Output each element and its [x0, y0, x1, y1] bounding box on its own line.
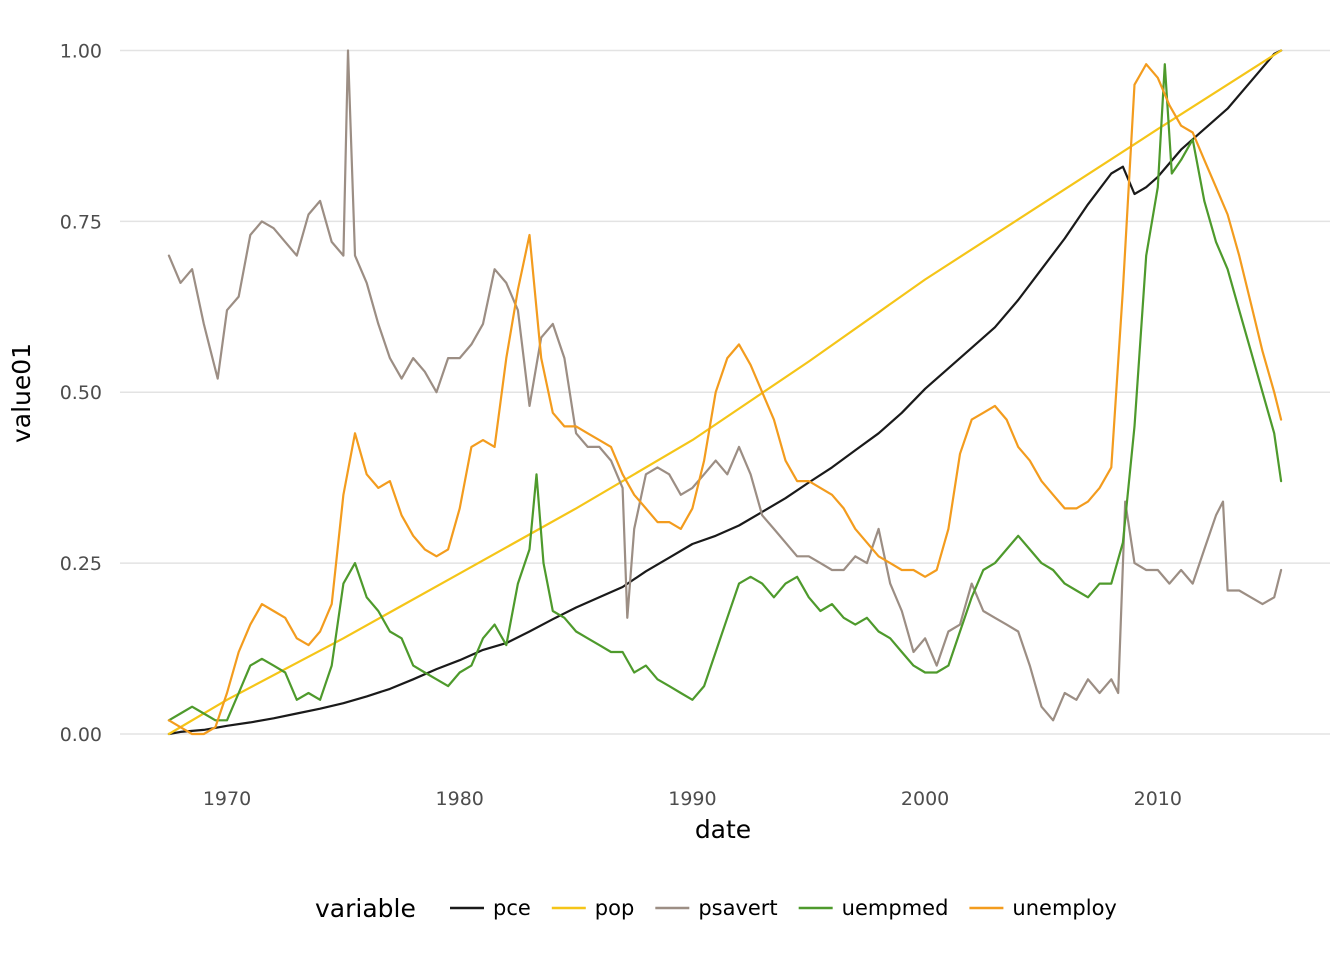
legend-label: psavert	[698, 896, 777, 920]
series-line-uempmed	[167, 63, 1283, 722]
x-tick-label: 1990	[668, 788, 716, 810]
series-line-psavert	[167, 49, 1283, 722]
y-tick-label: 0.75	[60, 211, 102, 233]
y-tick-label: 0.00	[60, 724, 102, 746]
y-tick-label: 0.50	[60, 382, 102, 404]
legend: variable pce pop psavert uempmed unemploy	[315, 894, 1117, 923]
y-axis-title: value01	[7, 343, 36, 443]
series-line-pop	[167, 49, 1283, 736]
legend-title: variable	[315, 894, 416, 923]
legend-item-pce: pce	[450, 896, 531, 920]
legend-item-psavert: psavert	[655, 896, 778, 920]
x-tick-label: 1970	[203, 788, 251, 810]
series-line-unemploy	[167, 63, 1283, 736]
x-tick-label: 2010	[1134, 788, 1182, 810]
legend-label: pce	[493, 896, 531, 920]
x-axis-ticks: 1970 1980 1990 2000 2010	[203, 788, 1182, 810]
legend-item-uempmed: uempmed	[798, 896, 949, 920]
y-axis-ticks: 0.00 0.25 0.50 0.75 1.00	[60, 41, 102, 746]
legend-item-pop: pop	[551, 896, 635, 920]
y-tick-label: 0.25	[60, 553, 102, 575]
grid	[120, 49, 1330, 735]
legend-item-unemploy: unemploy	[969, 896, 1117, 920]
x-axis-title: date	[695, 815, 751, 844]
legend-label: uempmed	[842, 896, 949, 920]
series-lines	[167, 49, 1283, 736]
x-tick-label: 1980	[436, 788, 484, 810]
legend-label: unemploy	[1012, 896, 1116, 920]
y-tick-label: 1.00	[60, 41, 102, 63]
legend-label: pop	[595, 896, 635, 920]
x-tick-label: 2000	[901, 788, 949, 810]
